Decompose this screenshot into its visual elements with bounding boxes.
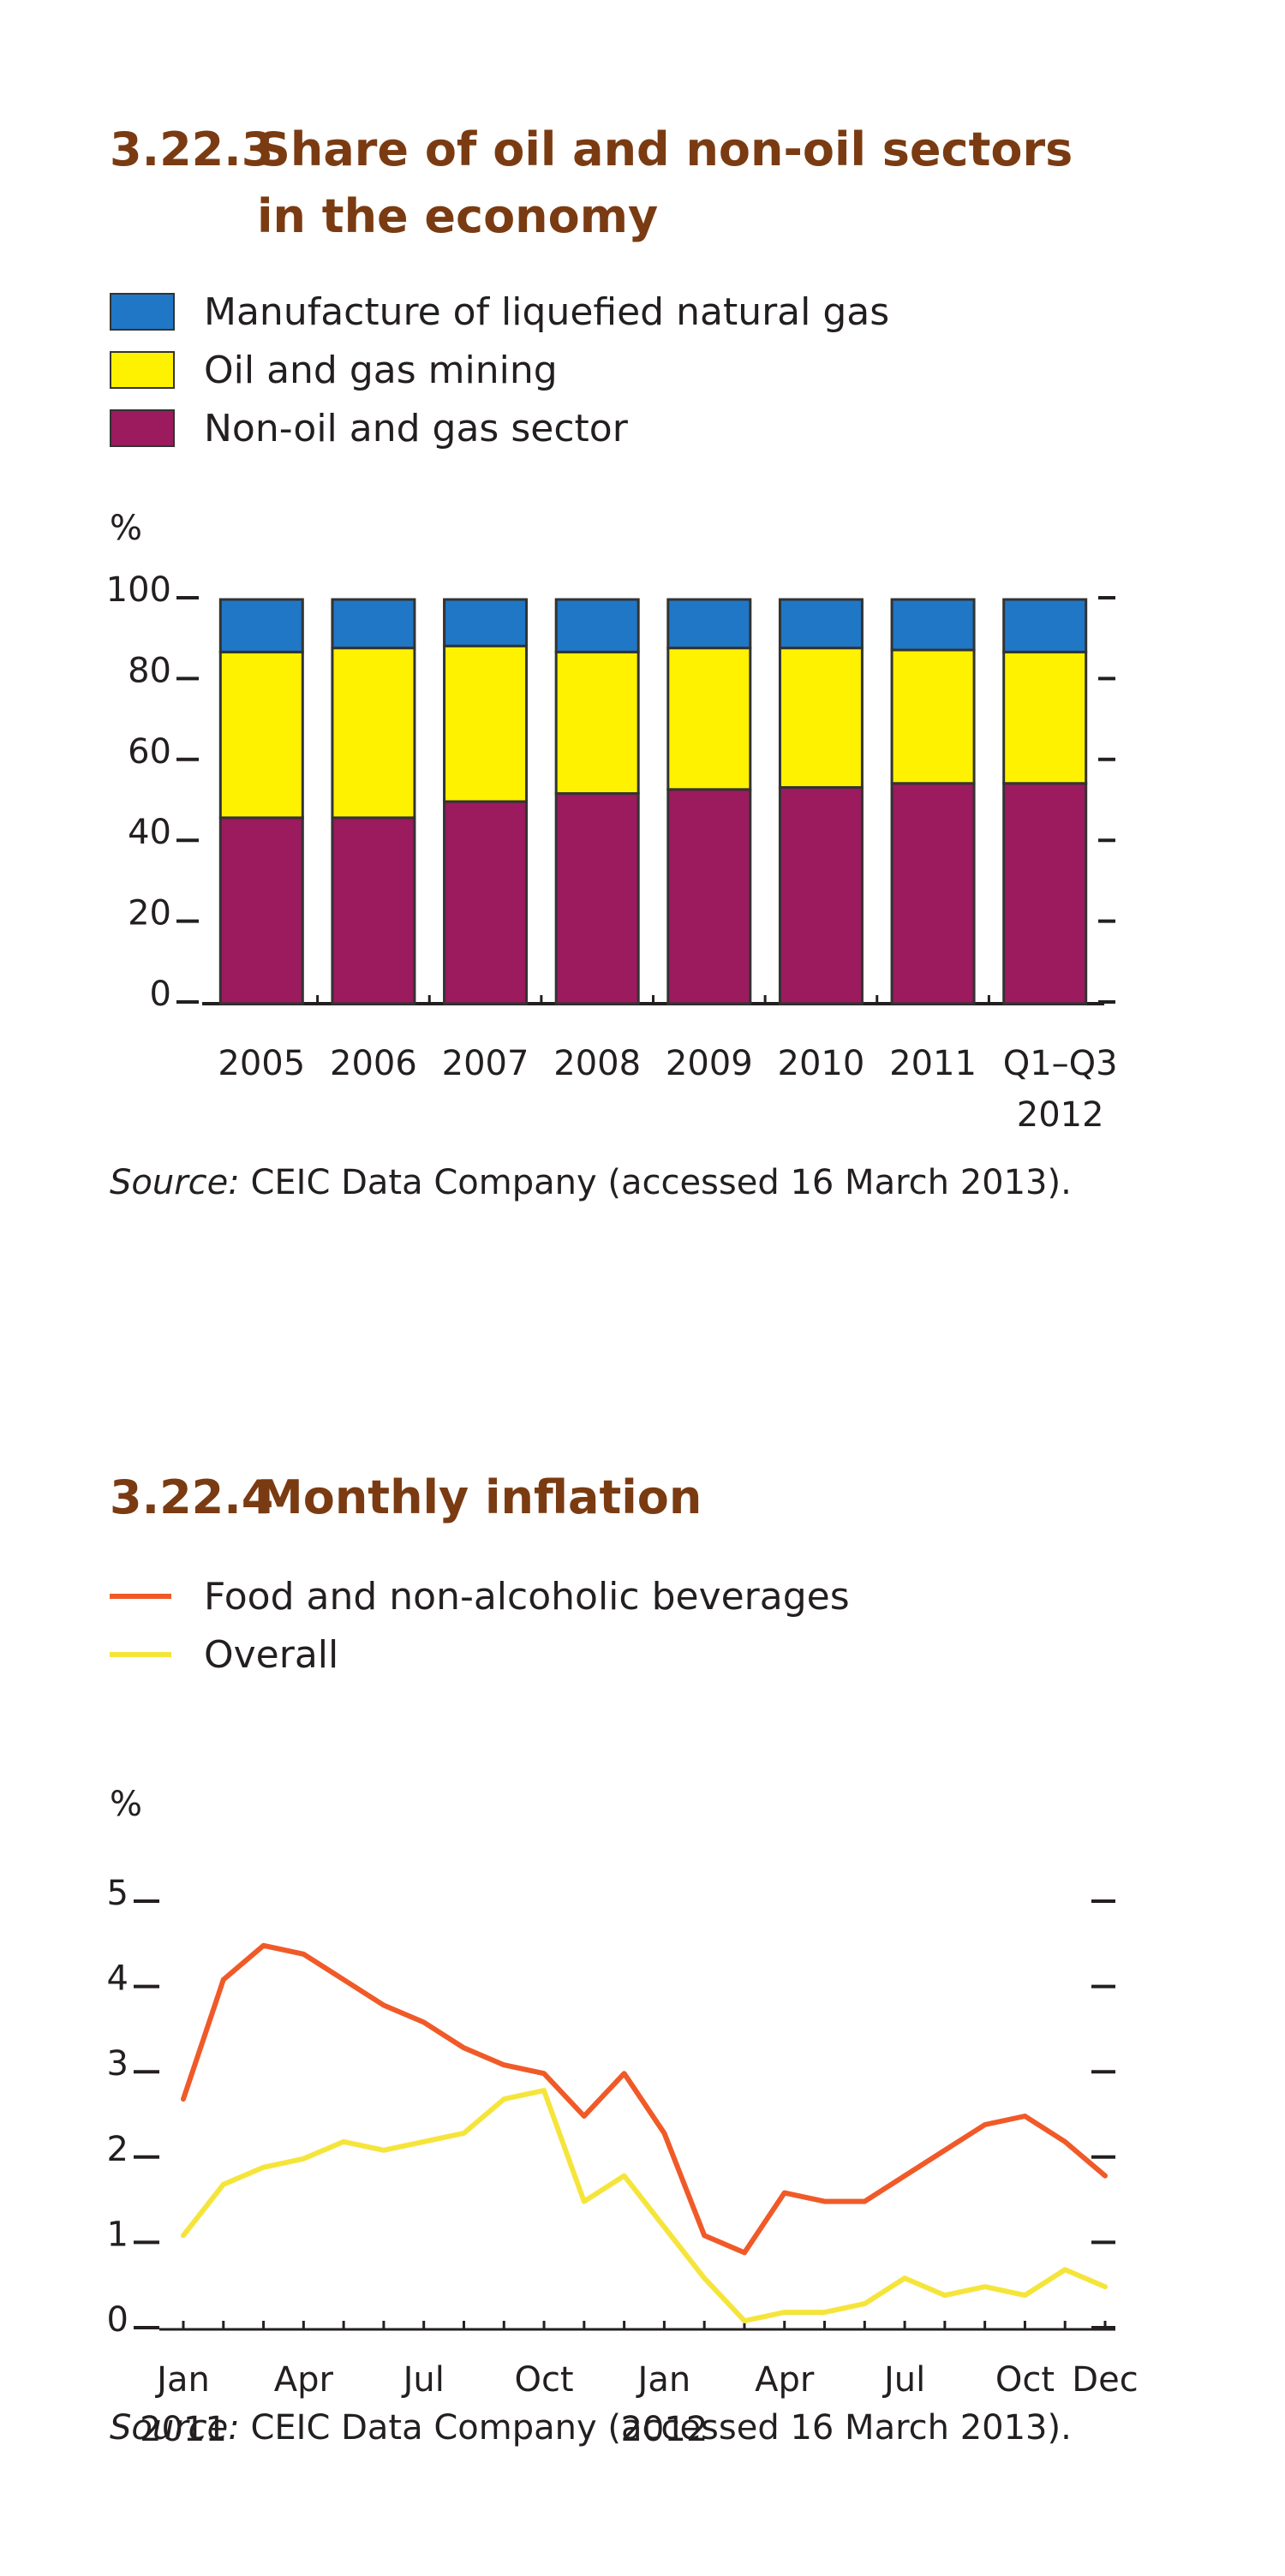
bar-segment [443, 800, 529, 1005]
chart1-legend-item-nonoil: Non-oil and gas sector [110, 399, 889, 457]
legend-swatch [110, 351, 175, 389]
x-tick-label: 2006 [330, 1044, 417, 1083]
y-tick-label: 0 [150, 975, 171, 1014]
legend-label: Manufacture of liquefied natural gas [204, 289, 890, 334]
series-line [181, 1942, 1108, 2256]
bar-segment [778, 598, 864, 650]
chart1-title-line1: Share of oil and non-oil sectors [257, 122, 1073, 176]
x-tick-label: Jan [154, 2360, 210, 2400]
legend-swatch [110, 409, 175, 447]
x-tick-label: 2005 [218, 1044, 305, 1083]
y-tick-label: 3 [107, 2044, 128, 2084]
bar-segment [218, 816, 304, 1005]
bar-segment [666, 647, 752, 791]
y-tick-label: 40 [128, 813, 171, 852]
bar-segment [218, 650, 304, 820]
bar-segment [331, 816, 416, 1005]
chart1-title-line2: in the economy [257, 189, 659, 243]
x-tick-label: Jul [401, 2360, 445, 2400]
y-tick-label: 5 [107, 1874, 128, 1913]
x-tick-label: 2009 [666, 1044, 753, 1083]
bar-segment [890, 598, 976, 652]
legend-swatch [110, 293, 175, 331]
chart1-number: 3.22.3 [110, 122, 274, 176]
x-tick-label: Dec [1072, 2360, 1138, 2400]
x-tick-label: Oct [514, 2360, 573, 2400]
y-tick-label: 2 [107, 2130, 128, 2169]
y-tick-label: 20 [128, 894, 171, 933]
chart1-legend: Manufacture of liquefied natural gas Oil… [110, 283, 889, 457]
x-tick-label: Jul [882, 2360, 925, 2400]
x-tick-label: 2011 [140, 2410, 227, 2449]
bar-segment [666, 598, 752, 650]
chart2-title: 3.22.4Monthly inflation [110, 1464, 702, 1531]
y-tick-label: 80 [128, 651, 171, 690]
chart1-plot: % 0 20 40 60 80 100 2005 2006 2007 2008 2009 2010 201… [106, 509, 1118, 1135]
chart1-title: 3.22.3Share of oil and non-oil sectors i… [110, 116, 1073, 250]
bar-segment [666, 788, 752, 1005]
chart1-legend-item-mining: Oil and gas mining [110, 341, 889, 399]
y-tick-label: 60 [128, 732, 171, 772]
bar-segment [218, 598, 304, 653]
x-tick-label: 2007 [442, 1044, 529, 1083]
bar-segment [778, 785, 864, 1005]
chart2-source: Source: CEIC Data Company (accessed 16 M… [110, 2408, 1072, 2448]
x-tick-label: Jan [636, 2360, 691, 2400]
chart2-plot: % 0 1 2 3 4 5 Jan 2011 Apr Jul Oct Jan 2012 Apr Jul Oct D… [107, 1785, 1139, 2449]
bar-segment [554, 598, 640, 653]
y-axis-unit: % [110, 509, 142, 548]
x-tick-label: 2012 [620, 2410, 708, 2449]
y-axis-unit: % [110, 1785, 142, 1824]
y-tick-label: 100 [106, 570, 171, 610]
bar-segment [554, 650, 640, 796]
source-label: Source: [110, 2408, 240, 2448]
source-label: Source: [110, 1163, 240, 1202]
x-tick-label: Apr [755, 2360, 815, 2400]
x-tick-label: Q1–Q3 [1003, 1044, 1118, 1083]
y-tick-label: 1 [107, 2215, 128, 2254]
bar-segment [331, 647, 416, 820]
chart2-legend-item-food: Food and non-alcoholic beverages [110, 1567, 850, 1625]
x-tick-label: 2012 [1017, 1095, 1104, 1135]
y-tick-label: 0 [107, 2300, 128, 2340]
source-text: CEIC Data Company (accessed 16 March 201… [239, 1163, 1072, 1202]
bar-segment [1002, 650, 1088, 785]
source-text: CEIC Data Company (accessed 16 March 201… [239, 2408, 1072, 2448]
legend-label: Oil and gas mining [204, 348, 558, 392]
bar-segment [890, 782, 976, 1005]
legend-line [110, 1594, 171, 1599]
bar-segment [1002, 782, 1088, 1005]
legend-label: Food and non-alcoholic beverages [204, 1574, 850, 1619]
x-tick-label: 2011 [889, 1044, 977, 1083]
bar-segment [443, 598, 529, 647]
chart2-legend-item-overall: Overall [110, 1625, 850, 1684]
bar-segment [890, 648, 976, 785]
x-tick-label: 2008 [553, 1044, 641, 1083]
chart1-legend-item-lng: Manufacture of liquefied natural gas [110, 283, 889, 341]
bar-segment [554, 792, 640, 1005]
bar-segment [1002, 598, 1088, 653]
x-tick-label: Apr [274, 2360, 334, 2400]
chart2-legend: Food and non-alcoholic beverages Overall [110, 1567, 850, 1684]
series-line [181, 2088, 1108, 2323]
bar-segment [778, 647, 864, 789]
x-tick-label: Oct [995, 2360, 1055, 2400]
legend-label: Overall [204, 1632, 339, 1677]
bar-segment [443, 644, 529, 803]
y-tick-label: 4 [107, 1959, 128, 1999]
chart2-number: 3.22.4 [110, 1470, 274, 1524]
legend-label: Non-oil and gas sector [204, 406, 628, 450]
bar-segment [331, 598, 416, 650]
x-tick-label: 2010 [778, 1044, 865, 1083]
chart2-title-text: Monthly inflation [257, 1470, 702, 1524]
chart1-source: Source: CEIC Data Company (accessed 16 M… [110, 1163, 1072, 1202]
legend-line [110, 1652, 171, 1657]
